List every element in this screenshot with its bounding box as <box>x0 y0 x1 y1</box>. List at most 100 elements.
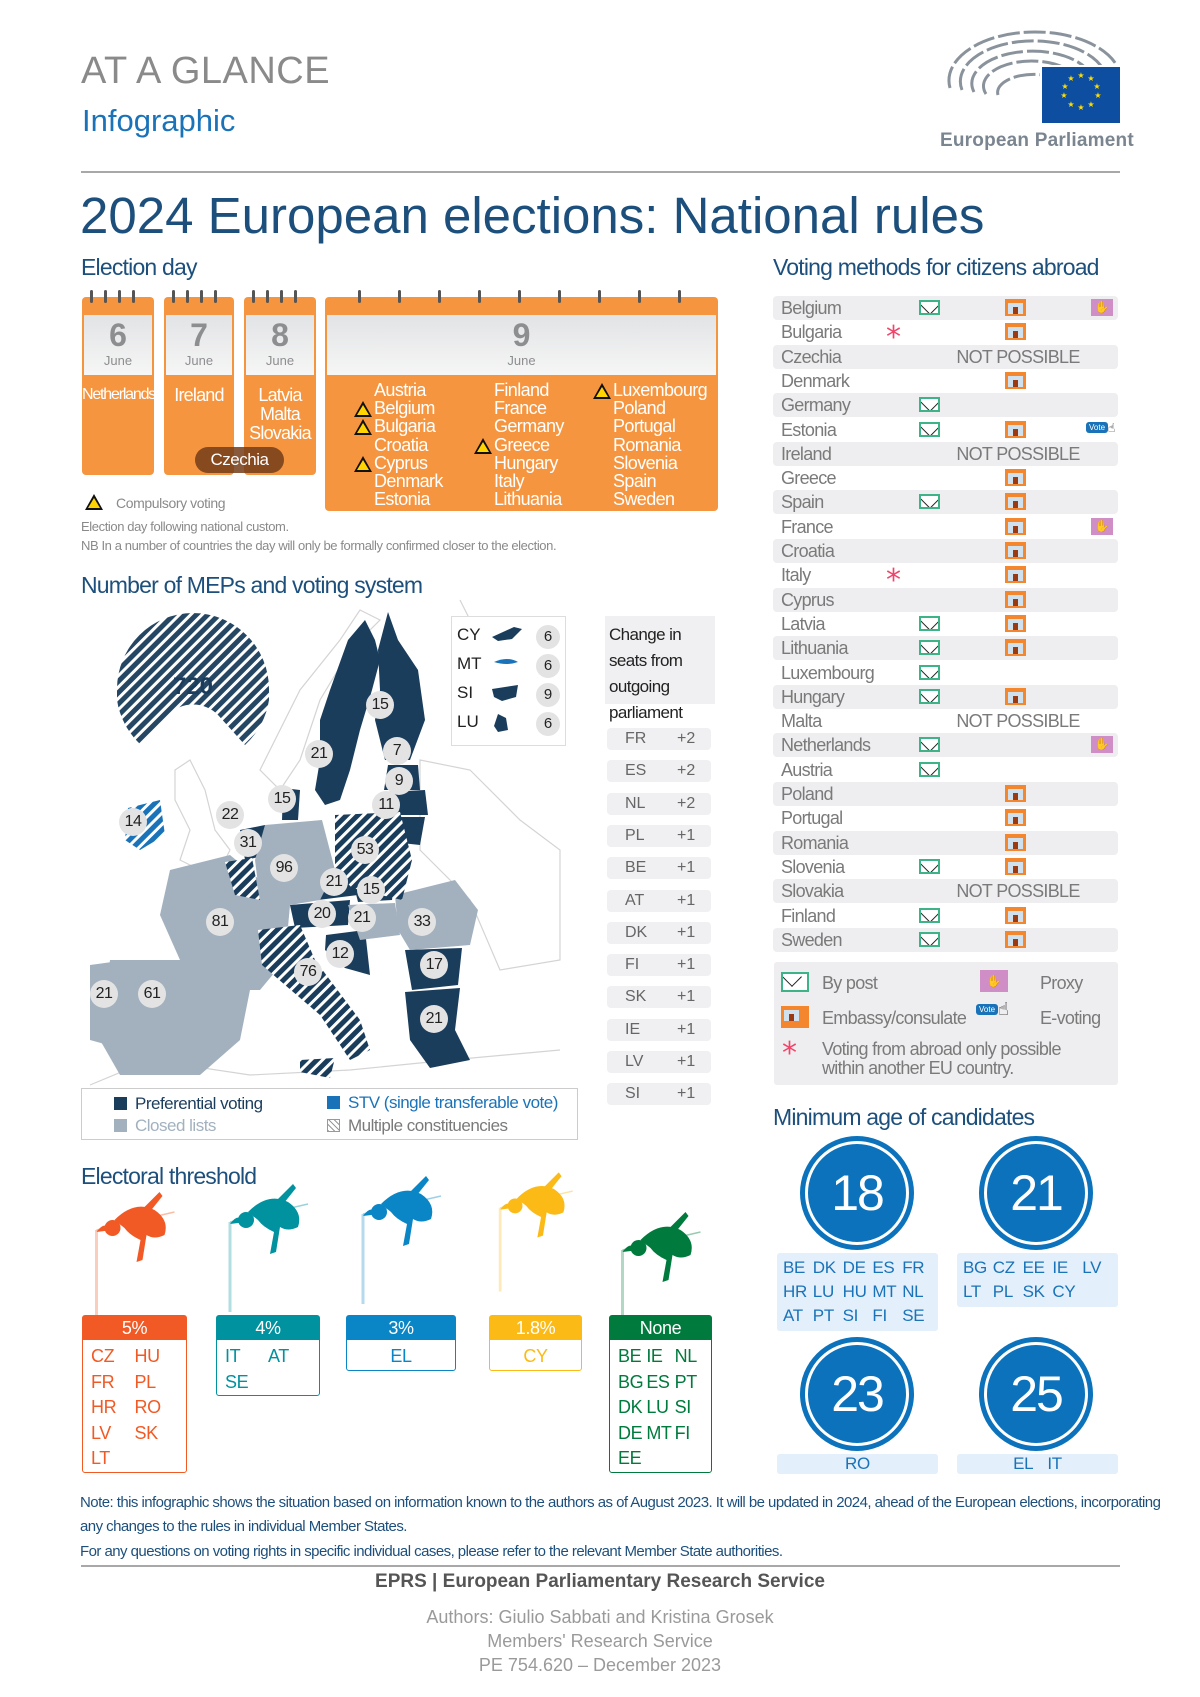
calendar-9-june: 9 June Austria Belgium Bulgaria Croatia Cyprus… <box>325 290 718 511</box>
svg-text:★: ★ <box>1093 82 1100 91</box>
seat-bubble-hu: 21 <box>348 904 376 932</box>
kicker-label: AT A GLANCE <box>81 50 331 92</box>
calendar-country: Cyprus <box>374 452 428 473</box>
asterisk-icon: * <box>782 1036 797 1071</box>
meps-heading: Number of MEPs and voting system <box>81 572 423 598</box>
change-row: SI +1 <box>607 1083 711 1106</box>
ep-logo: ★ ★ ★ ★ ★ ★ ★ ★ ★ ★ <box>945 28 1125 128</box>
embassy-icon <box>1005 639 1026 657</box>
change-code: FI <box>625 956 640 974</box>
change-code: ES <box>625 762 647 780</box>
seat-bubble-ee: 7 <box>383 737 411 765</box>
hemicycle-icon: ★ ★★★★★★★★★ <box>947 30 1122 125</box>
voting-row-netherlands: Netherlands ✋ <box>773 733 1118 758</box>
change-code: AT <box>625 891 645 909</box>
country-code: IE <box>646 1346 663 1366</box>
page-title: 2024 European elections: National rules <box>80 187 985 244</box>
country-code: SE <box>225 1371 249 1392</box>
age-circle-21: 21 <box>979 1136 1093 1250</box>
seat-bubble-lt: 11 <box>372 791 400 819</box>
change-code: NL <box>625 794 646 812</box>
threshold-codes: IT AT SE <box>217 1340 319 1395</box>
country-code: SI <box>842 1306 859 1325</box>
doc-type-label: Infographic <box>82 103 236 138</box>
change-delta: +1 <box>677 1085 696 1103</box>
calendar-ring <box>132 290 135 303</box>
election-day-heading: Election day <box>81 254 198 280</box>
country-name: Sweden <box>781 929 843 950</box>
legend-preferential: Preferential voting <box>114 1094 263 1114</box>
calendar-country: France <box>494 398 547 419</box>
embassy-icon <box>781 1006 809 1028</box>
calendar-ring <box>200 290 203 303</box>
inset-code: SI <box>457 683 474 702</box>
vote-badge: Vote <box>1086 421 1109 433</box>
change-row: SK +1 <box>607 986 711 1009</box>
voting-row-lithuania: Lithuania <box>773 636 1118 661</box>
country-code: ES <box>872 1258 895 1277</box>
not-possible-label: NOT POSSIBLE <box>956 881 1080 902</box>
election-note: Election day following national custom. <box>81 519 289 534</box>
country-code: LV <box>1082 1258 1102 1277</box>
country-name: Slovakia <box>781 881 844 902</box>
envelope-icon <box>919 761 940 777</box>
calendar-country: Slovenia <box>613 452 678 473</box>
voting-row-latvia: Latvia <box>773 612 1118 636</box>
voting-row-sweden: Sweden <box>773 927 1118 952</box>
voting-row-finland: Finland <box>773 904 1118 928</box>
calendar-country: Ireland <box>174 385 224 405</box>
calendar-ring <box>478 290 481 303</box>
seat-bubble-nl: 31 <box>234 829 262 857</box>
country-name: Netherlands <box>781 735 871 756</box>
calendar-country: Bulgaria <box>374 416 436 437</box>
legend-label: STV (single transferable vote) <box>348 1093 558 1112</box>
country-code: LV <box>91 1422 111 1443</box>
calendar-country: Germany <box>494 416 564 437</box>
calendar-month: June <box>265 353 295 368</box>
country-name: Italy <box>781 565 811 586</box>
svg-text:★: ★ <box>1067 100 1074 109</box>
country-name: Luxembourg <box>781 662 875 683</box>
calendar-day: 9 <box>512 317 531 353</box>
country-code: EE <box>1022 1258 1045 1277</box>
age-value: 23 <box>831 1366 885 1422</box>
embassy-icon <box>1005 469 1026 487</box>
country-code: PL <box>134 1371 157 1392</box>
calendar-ring <box>598 290 601 303</box>
country-code: LT <box>963 1282 981 1301</box>
country-code: BE <box>618 1346 642 1366</box>
voting-row-poland: Poland <box>773 782 1118 806</box>
high-jumper-icon <box>216 1182 320 1315</box>
country-code: HR <box>91 1397 117 1417</box>
country-name: Czechia <box>781 346 842 367</box>
legend-proxy: Proxy <box>1040 973 1083 993</box>
change-row: BE +1 <box>607 857 711 880</box>
country-code: RO <box>134 1397 162 1417</box>
change-delta: +1 <box>677 923 696 941</box>
calendar-ring <box>214 290 217 303</box>
envelope-icon <box>919 858 940 874</box>
embassy-icon <box>1005 930 1026 948</box>
change-row: LV +1 <box>607 1051 711 1073</box>
seat-bubble-pt: 21 <box>90 980 118 1008</box>
handshake-icon: ✋ <box>1091 517 1113 535</box>
change-delta: +1 <box>677 859 696 877</box>
svg-text:★: ★ <box>1060 91 1067 100</box>
change-code: FR <box>625 730 647 747</box>
country-code: RO <box>845 1454 870 1473</box>
svg-text:★: ★ <box>1067 74 1074 83</box>
logo-text: European Parliament <box>940 130 1134 151</box>
country-code: IT <box>1047 1454 1062 1473</box>
calendar-month: June <box>103 353 133 368</box>
voting-system-legend: Preferential voting Closed lists STV (si… <box>81 1088 578 1140</box>
voting-row-spain: Spain <box>773 490 1118 515</box>
country-code: AT <box>268 1346 289 1366</box>
seat-bubble-lv: 9 <box>385 767 413 795</box>
country-code: IE <box>1052 1258 1068 1277</box>
calendar-country: Netherlands <box>82 386 156 403</box>
seat-bubble-be: 22 <box>216 801 244 829</box>
closed-swatch <box>114 1119 127 1132</box>
threshold-label: 3% <box>347 1316 455 1340</box>
calendar-day: 6 <box>109 317 127 353</box>
age-circle-18: 18 <box>800 1136 914 1250</box>
